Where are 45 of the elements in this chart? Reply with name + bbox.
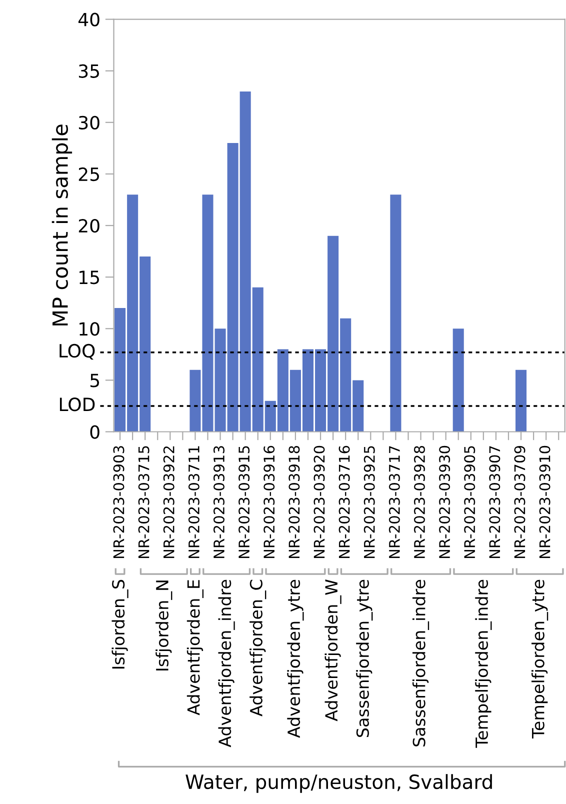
x-tick-label: NR-2023-03915 (238, 446, 250, 558)
x-tick-label: NR-2023-03903 (113, 446, 124, 558)
text: Adventfjorden_W (324, 580, 342, 722)
y-tick-label: 25 (78, 167, 99, 182)
y-tick-label: 35 (78, 64, 99, 78)
y-tick-label: 0 (90, 425, 100, 439)
y-tick-label: 30 (78, 116, 100, 130)
x-tick-label: NR-2023-03922 (163, 446, 174, 558)
text: Tempelfjorden_indre (475, 580, 492, 748)
y-tick-label: 40 (78, 12, 100, 26)
x-tick-label: NR-2023-03913 (213, 446, 225, 558)
x-tick-label: NR-2023-03709 (514, 446, 526, 558)
x-tick-label: NR-2023-03910 (539, 446, 550, 558)
x-tick-label: NR-2023-03715 (138, 446, 150, 558)
x-tick-label: NR-2023-03928 (414, 446, 425, 558)
y-tick-label: 10 (80, 322, 100, 336)
y-tick-label: 20 (78, 218, 100, 233)
text: Isfjorden_N (156, 580, 172, 670)
x-tick-label: NR-2023-03716 (338, 446, 350, 558)
text: Sassenfjorden_ytre (356, 580, 373, 737)
y-axis-title: MP count in sample (52, 124, 72, 326)
ref-line-label: LOQ (60, 344, 95, 360)
x-tick-label: NR-2023-03916 (264, 446, 275, 558)
x-tick-label: NR-2023-03920 (314, 446, 325, 558)
text: Water, pump/neuston, Svalbard (186, 774, 492, 793)
x-tick-label: NR-2023-03905 (464, 446, 476, 558)
bar (390, 194, 402, 432)
text: Adventfjorden_indre (218, 580, 235, 748)
x-tick-label: NR-2023-03907 (489, 446, 500, 558)
text: Sassenfjorden_indre (412, 580, 430, 746)
text: Adventfjorden_E (186, 580, 204, 716)
x-tick-label: NR-2023-03925 (364, 446, 375, 558)
x-tick-label: NR-2023-03711 (188, 446, 200, 558)
bar (515, 370, 527, 432)
text: Isfjorden_S (112, 580, 128, 669)
y-tick-label: 15 (80, 270, 99, 284)
bar (452, 328, 464, 432)
ref-line-label: LOD (60, 398, 95, 412)
text: Adventfjorden_C (250, 580, 266, 716)
y-tick-label: 5 (90, 374, 99, 388)
x-tick-label: NR-2023-03717 (388, 446, 400, 558)
x-tick-label: NR-2023-03918 (288, 446, 300, 558)
text: Adventfjorden_ytre (287, 580, 304, 738)
x-tick-label: NR-2023-03930 (439, 446, 450, 558)
text: Tempelfjorden_ytre (532, 580, 548, 738)
